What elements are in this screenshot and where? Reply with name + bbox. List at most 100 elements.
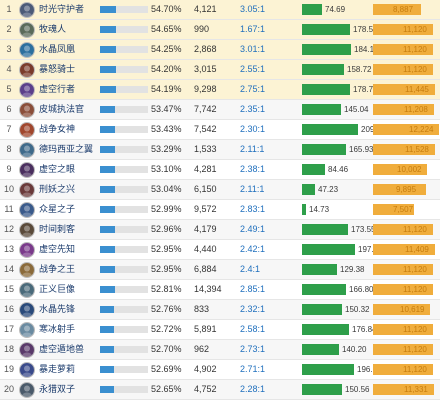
hero-name[interactable]: 时间刺客 (39, 224, 76, 234)
table-row[interactable]: 13 虚空先知 52.95% 4,440 2.42:1 197.42 11,409 (0, 240, 440, 260)
green-stat-bar (302, 364, 354, 375)
green-stat-bar (302, 64, 344, 75)
hero-avatar[interactable] (19, 182, 35, 198)
green-stat-track: 84.46 (302, 164, 366, 175)
orange-stat-track: 11,120 (373, 324, 440, 335)
table-row[interactable]: 8 德玛西亚之翼 53.29% 1,533 2.11:1 165.93 11,528 (0, 140, 440, 160)
hero-name[interactable]: 战争女神 (39, 124, 76, 134)
hero-name[interactable]: 虚空行者 (39, 84, 76, 94)
kda-value: 2.71:1 (240, 364, 266, 374)
table-row[interactable]: 6 皮城执法官 53.47% 7,742 2.35:1 145.04 11,208 (0, 100, 440, 120)
green-stat-value: 47.23 (318, 185, 339, 194)
hero-avatar[interactable] (19, 362, 35, 378)
green-stat-track: 166.80 (302, 284, 373, 295)
hero-avatar[interactable] (19, 282, 35, 298)
winrate-value: 54.20% (151, 64, 182, 74)
orange-stat-bar (373, 384, 434, 395)
hero-avatar[interactable] (19, 82, 35, 98)
games-count: 7,542 (194, 124, 217, 134)
hero-avatar[interactable] (19, 162, 35, 178)
orange-stat-value: 9,895 (396, 185, 417, 194)
winrate-value: 54.19% (151, 84, 182, 94)
table-row[interactable]: 17 寒冰射手 52.72% 5,891 2.58:1 176.84 11,120 (0, 320, 440, 340)
winrate-bar-track (100, 386, 148, 393)
winrate-bar-track (100, 166, 148, 173)
hero-name[interactable]: 水晶凤凰 (39, 44, 76, 54)
table-row[interactable]: 20 永猎双子 52.65% 4,752 2.28:1 150.56 11,331 (0, 380, 440, 400)
hero-name[interactable]: 正义巨像 (39, 284, 76, 294)
orange-stat-value: 8,887 (393, 5, 414, 14)
games-count: 4,121 (194, 4, 217, 14)
green-stat-track: 150.56 (302, 384, 369, 395)
hero-avatar[interactable] (19, 22, 35, 38)
rank-number: 18 (3, 344, 14, 354)
hero-name[interactable]: 寒冰射手 (39, 324, 76, 334)
hero-avatar[interactable] (19, 322, 35, 338)
winrate-bar (100, 226, 115, 233)
orange-stat-bar (373, 284, 433, 295)
hero-name[interactable]: 虚空先知 (39, 244, 76, 254)
green-stat-value: 196.21 (357, 365, 382, 374)
table-row[interactable]: 7 战争女神 53.43% 7,542 2.30:1 209.21 12,224 (0, 120, 440, 140)
hero-avatar[interactable] (19, 302, 35, 318)
winrate-bar-track (100, 206, 148, 213)
hero-name[interactable]: 牧魂人 (39, 24, 67, 34)
hero-avatar[interactable] (19, 202, 35, 218)
green-stat-bar (302, 244, 355, 255)
table-row[interactable]: 4 暴怒骑士 54.20% 3,015 2.55:1 158.72 11,120 (0, 60, 440, 80)
orange-stat-bar (373, 304, 430, 315)
hero-name[interactable]: 德玛西亚之翼 (39, 144, 94, 154)
rank-number: 13 (3, 244, 14, 254)
table-row[interactable]: 2 牧魂人 54.65% 990 1.67:1 178.52 11,120 (0, 20, 440, 40)
hero-name[interactable]: 虚空之眼 (39, 164, 76, 174)
table-row[interactable]: 10 刑妖之兴 53.04% 6,150 2.11:1 47.23 9,895 (0, 180, 440, 200)
orange-stat-bar (373, 204, 414, 215)
table-row[interactable]: 11 众星之子 52.99% 9,572 2.83:1 14.73 7,507 (0, 200, 440, 220)
hero-name[interactable]: 众星之子 (39, 204, 76, 214)
hero-avatar[interactable] (19, 62, 35, 78)
hero-name[interactable]: 暴怒骑士 (39, 64, 76, 74)
orange-stat-bar (373, 224, 433, 235)
hero-avatar[interactable] (19, 142, 35, 158)
table-row[interactable]: 1 时光守护者 54.70% 4,121 3.05:1 74.69 8,887 (0, 0, 440, 20)
table-row[interactable]: 16 水晶先锋 52.76% 833 2.32:1 150.32 10,619 (0, 300, 440, 320)
hero-avatar[interactable] (19, 242, 35, 258)
orange-stat-track: 12,224 (373, 124, 440, 135)
hero-name[interactable]: 水晶先锋 (39, 304, 76, 314)
table-row[interactable]: 15 正义巨像 52.81% 14,394 2.85:1 166.80 11,120 (0, 280, 440, 300)
table-row[interactable]: 18 虚空遁地兽 52.70% 962 2.73:1 140.20 11,120 (0, 340, 440, 360)
hero-name[interactable]: 暴走萝莉 (39, 364, 76, 374)
hero-name[interactable]: 永猎双子 (39, 384, 76, 394)
table-row[interactable]: 14 战争之王 52.95% 6,884 2.4:1 129.38 11,120 (0, 260, 440, 280)
hero-name[interactable]: 战争之王 (39, 264, 76, 274)
orange-stat-value: 7,507 (393, 205, 414, 214)
hero-name[interactable]: 虚空遁地兽 (39, 344, 85, 354)
hero-avatar[interactable] (19, 342, 35, 358)
rank-number: 9 (6, 164, 12, 174)
hero-avatar[interactable] (19, 2, 35, 18)
winrate-bar (100, 386, 114, 393)
table-row[interactable]: 3 水晶凤凰 54.25% 2,868 3.01:1 184.16 11,120 (0, 40, 440, 60)
table-row[interactable]: 12 时间刺客 52.96% 4,179 2.49:1 173.55 11,120 (0, 220, 440, 240)
hero-name[interactable]: 刑妖之兴 (39, 184, 76, 194)
hero-avatar[interactable] (19, 122, 35, 138)
winrate-bar-track (100, 306, 148, 313)
hero-avatar[interactable] (19, 262, 35, 278)
hero-avatar[interactable] (19, 102, 35, 118)
hero-name[interactable]: 皮城执法官 (39, 104, 85, 114)
table-row[interactable]: 5 虚空行者 54.19% 9,298 2.75:1 178.70 11,445 (0, 80, 440, 100)
hero-avatar[interactable] (19, 382, 35, 398)
winrate-value: 52.76% (151, 304, 182, 314)
winrate-value: 53.47% (151, 104, 182, 114)
orange-stat-track: 11,120 (373, 64, 440, 75)
table-row[interactable]: 19 暴走萝莉 52.69% 4,902 2.71:1 196.21 11,120 (0, 360, 440, 380)
hero-name[interactable]: 时光守护者 (39, 4, 85, 14)
table-row[interactable]: 9 虚空之眼 53.10% 4,281 2.38:1 84.46 10,002 (0, 160, 440, 180)
hero-avatar[interactable] (19, 42, 35, 58)
green-stat-bar (302, 184, 315, 195)
green-stat-value: 158.72 (347, 65, 372, 74)
rank-number: 14 (3, 264, 14, 274)
winrate-value: 53.43% (151, 124, 182, 134)
hero-avatar[interactable] (19, 222, 35, 238)
orange-stat-track: 11,409 (373, 244, 440, 255)
